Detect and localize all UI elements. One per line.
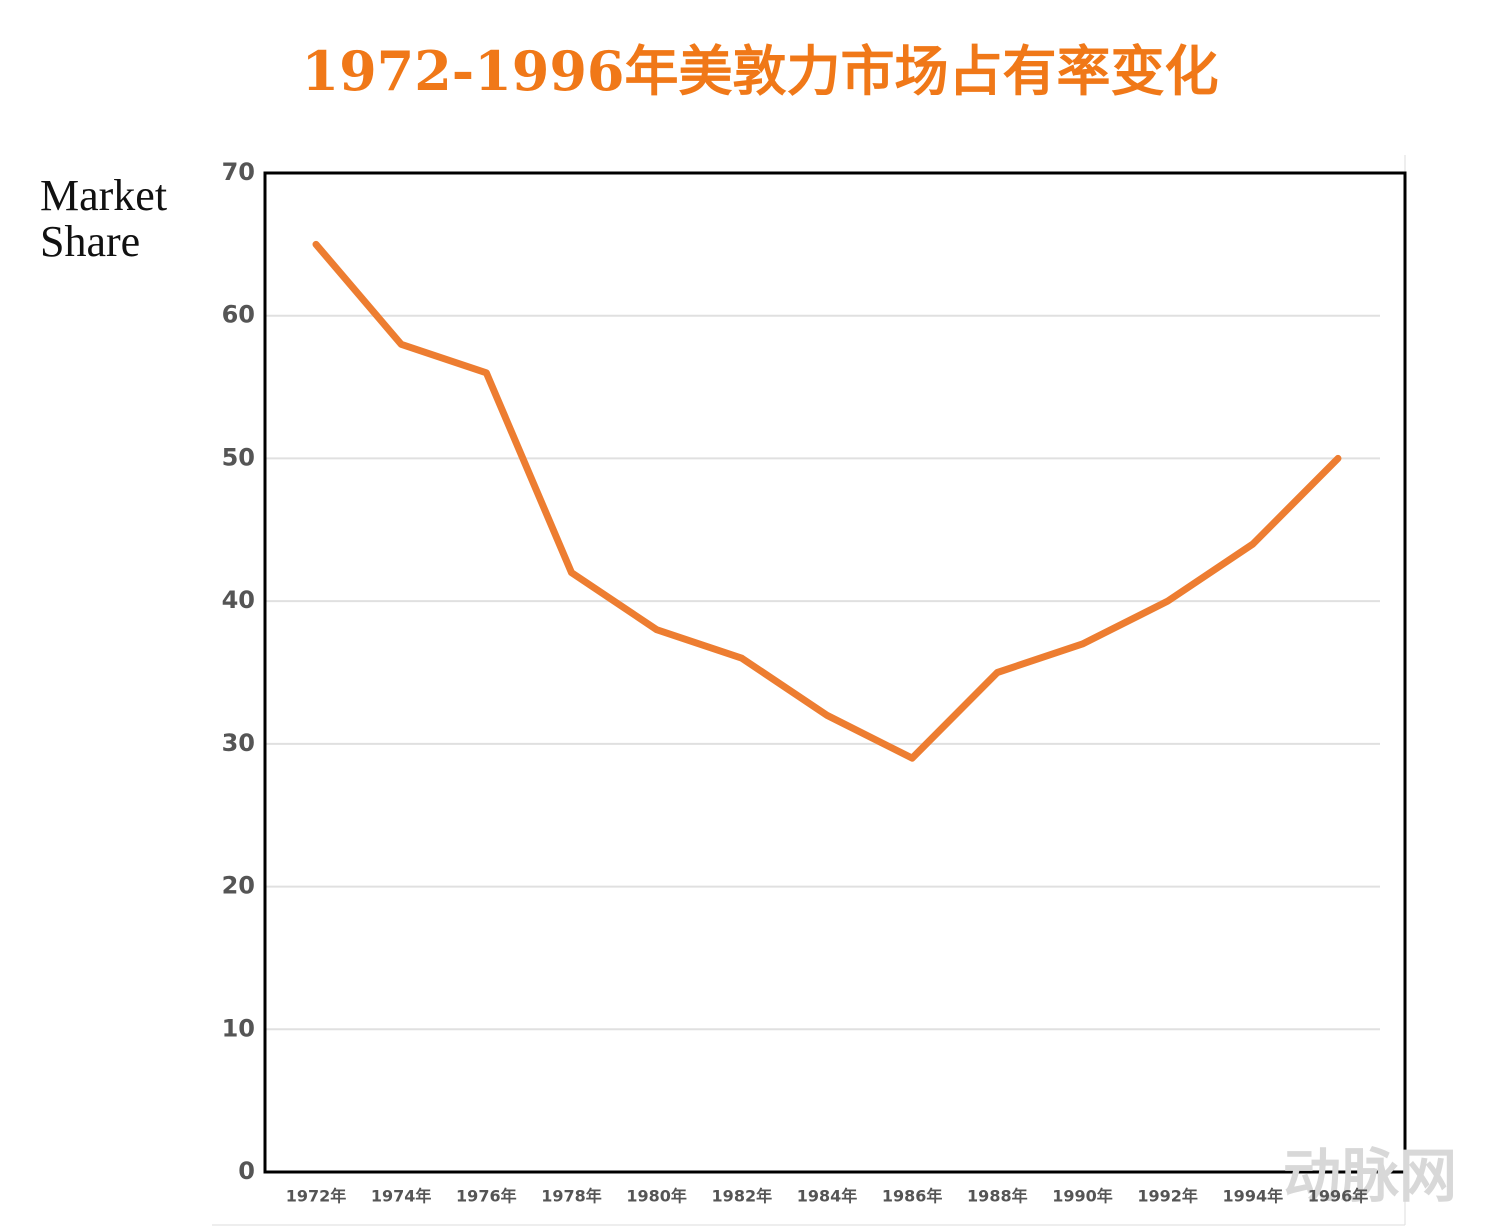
y-tick-label: 20: [222, 872, 255, 900]
y-tick-label: 60: [222, 301, 255, 329]
y-axis-label: Share: [40, 217, 140, 266]
x-tick-label: 1974年: [371, 1187, 432, 1206]
x-tick-label: 1986年: [882, 1187, 943, 1206]
x-tick-label: 1972年: [286, 1187, 347, 1206]
x-tick-label: 1982年: [712, 1187, 773, 1206]
chart-title: 1972-1996年美敦力市场占有率变化: [302, 39, 1219, 103]
data-line: [312, 240, 1342, 762]
x-tick-label: 1984年: [797, 1187, 858, 1206]
y-tick-label: 0: [238, 1157, 255, 1185]
x-tick-label: 1992年: [1137, 1187, 1198, 1206]
y-tick-label: 30: [222, 729, 255, 757]
watermark: 动脉网: [1283, 1142, 1457, 1210]
y-tick-label: 70: [222, 158, 255, 186]
x-tick-label: 1996年: [1308, 1187, 1369, 1206]
y-tick-label: 10: [222, 1014, 255, 1042]
plot-border: [263, 171, 1407, 1174]
y-tick-label: 40: [222, 586, 255, 614]
x-tick-label: 1976年: [456, 1187, 517, 1206]
y-axis-label: Market: [40, 171, 167, 220]
x-tick-label: 1994年: [1223, 1187, 1284, 1206]
x-tick-label: 1980年: [626, 1187, 687, 1206]
y-tick-label: 50: [222, 443, 255, 471]
x-tick-label: 1978年: [541, 1187, 602, 1206]
x-tick-label: 1990年: [1052, 1187, 1113, 1206]
x-tick-label: 1988年: [967, 1187, 1028, 1206]
